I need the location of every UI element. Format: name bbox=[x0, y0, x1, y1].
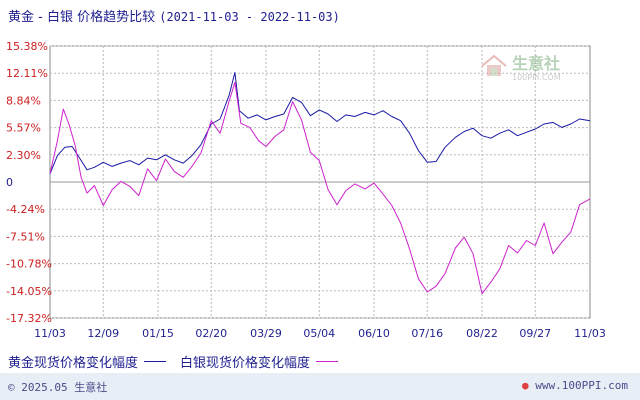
legend-gold-swatch bbox=[144, 361, 167, 362]
x-axis-ticks: 11/03 12/09 01/15 02/20 03/29 05/04 06/10 07/16… bbox=[34, 327, 606, 340]
y-axis-ticks: 15.38% 12.11% 8.84% 5.57% 2.30% 0 -4.24% -7.51%… bbox=[6, 40, 52, 325]
footer-bar: © 2025.05 生意社 ● www.100PPI.com bbox=[0, 373, 640, 400]
gold-series-line bbox=[49, 72, 591, 175]
y-tick-label: -14.05% bbox=[6, 285, 52, 298]
site-link[interactable]: ● www.100PPI.com bbox=[522, 379, 628, 392]
x-tick-label: 11/03 bbox=[574, 327, 606, 340]
price-comparison-chart: 15.38% 12.11% 8.84% 5.57% 2.30% 0 -4.24% -7.51%… bbox=[6, 40, 606, 340]
x-tick-label: 03/29 bbox=[250, 327, 282, 340]
x-tick-label: 08/22 bbox=[466, 327, 498, 340]
silver-series-line bbox=[49, 81, 591, 295]
legend-silver-label: 白银现货价格变化幅度 bbox=[180, 356, 311, 371]
house-icon bbox=[481, 54, 507, 76]
y-tick-label: 5.57% bbox=[6, 122, 41, 135]
y-tick-label: 2.30% bbox=[6, 149, 41, 162]
watermark-url: 100PPI.COM bbox=[512, 73, 561, 82]
x-tick-label: 12/09 bbox=[87, 327, 119, 340]
y-tick-label: 12.11% bbox=[6, 67, 48, 80]
x-tick-label: 01/15 bbox=[142, 327, 174, 340]
y-tick-label: -10.78% bbox=[6, 258, 52, 271]
y-tick-label: -7.51% bbox=[6, 230, 45, 243]
copyright-text: © 2025.05 生意社 bbox=[8, 381, 108, 394]
series-lines bbox=[49, 72, 591, 295]
y-tick-label: 8.84% bbox=[6, 94, 41, 107]
x-tick-label: 02/20 bbox=[195, 327, 227, 340]
site-url[interactable]: www.100PPI.com bbox=[535, 379, 628, 392]
x-tick-label: 09/27 bbox=[519, 327, 551, 340]
title-text: 黄金 - 白银 价格趋势比较 bbox=[8, 10, 156, 25]
y-tick-label: 15.38% bbox=[6, 40, 48, 53]
chart-title: 黄金 - 白银 价格趋势比较 (2021-11-03 - 2022-11-03) bbox=[8, 6, 340, 25]
x-tick-label: 11/03 bbox=[34, 327, 66, 340]
x-tick-label: 06/10 bbox=[358, 327, 390, 340]
y-tick-label: -4.24% bbox=[6, 203, 45, 216]
watermark-logo: 生意社 100PPI.COM bbox=[481, 54, 561, 82]
chart-legend: 黄金现货价格变化幅度 白银现货价格变化幅度 bbox=[8, 352, 352, 371]
y-tick-label: 0 bbox=[6, 176, 13, 189]
title-date-range: (2021-11-03 - 2022-11-03) bbox=[159, 10, 340, 24]
watermark-name: 生意社 bbox=[512, 54, 560, 73]
x-tick-label: 07/16 bbox=[411, 327, 443, 340]
x-tick-label: 05/04 bbox=[303, 327, 335, 340]
y-tick-label: -17.32% bbox=[6, 312, 52, 325]
legend-silver-swatch bbox=[316, 361, 339, 362]
grid-lines bbox=[50, 45, 590, 319]
legend-gold-label: 黄金现货价格变化幅度 bbox=[8, 356, 139, 371]
